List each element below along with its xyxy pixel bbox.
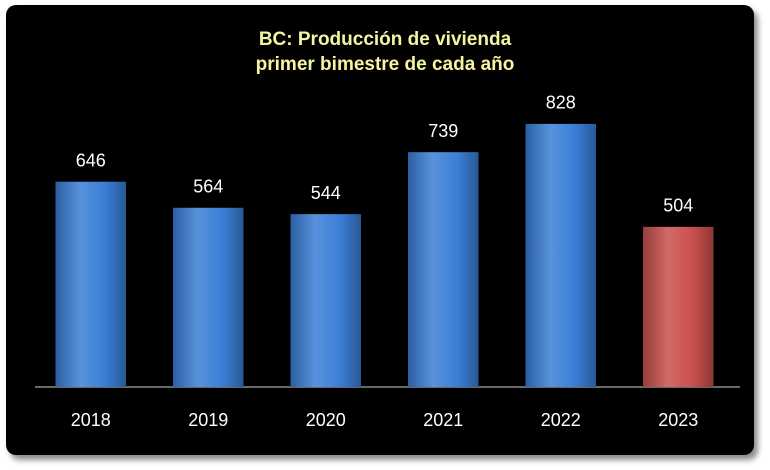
bar <box>408 152 479 387</box>
x-tick-label: 2023 <box>658 410 698 430</box>
x-tick-label: 2022 <box>541 410 581 430</box>
bar <box>290 214 361 387</box>
x-tick-label: 2018 <box>71 410 111 430</box>
data-label: 646 <box>76 150 106 170</box>
data-label: 504 <box>663 196 693 216</box>
x-tick-label: 2020 <box>306 410 346 430</box>
chart-title: BC: Producción de vivienda <box>259 29 512 50</box>
x-tick-label: 2021 <box>423 410 463 430</box>
data-label: 828 <box>546 93 576 113</box>
data-label: 544 <box>311 183 341 203</box>
bar <box>525 123 596 387</box>
bar <box>173 207 244 387</box>
data-label: 564 <box>193 177 223 197</box>
x-tick-label: 2019 <box>188 410 228 430</box>
bar <box>643 226 714 387</box>
bar <box>55 181 126 387</box>
data-label: 739 <box>428 121 458 141</box>
chart-title: primer bimestre de cada año <box>256 54 515 75</box>
